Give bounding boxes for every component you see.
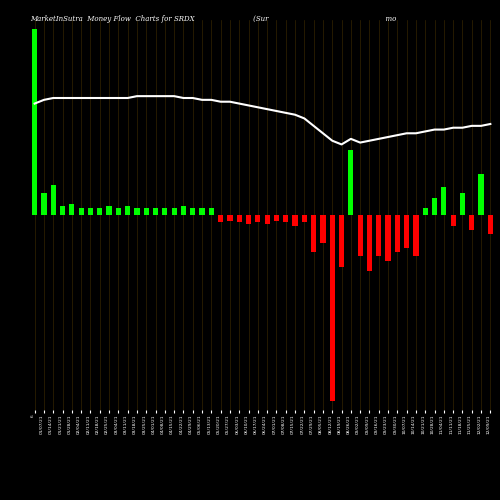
Bar (442, 187, 446, 215)
Bar (50, 186, 56, 215)
Text: MarketInSutra  Money Flow  Charts for SRDX                          (Sur        : MarketInSutra Money Flow Charts for SRDX… (30, 15, 397, 23)
Bar (97, 208, 102, 215)
Bar (283, 215, 288, 222)
Bar (88, 208, 93, 215)
Bar (488, 215, 493, 234)
Bar (200, 208, 204, 215)
Bar (422, 208, 428, 215)
Bar (358, 215, 362, 256)
Bar (153, 208, 158, 215)
Bar (106, 206, 112, 215)
Bar (302, 215, 307, 222)
Bar (246, 215, 251, 224)
Bar (376, 215, 382, 256)
Bar (190, 208, 196, 215)
Bar (42, 192, 46, 215)
Bar (292, 215, 298, 226)
Bar (32, 30, 37, 215)
Bar (181, 206, 186, 215)
Bar (311, 215, 316, 252)
Bar (209, 208, 214, 215)
Bar (125, 206, 130, 215)
Bar (172, 208, 176, 215)
Bar (236, 215, 242, 222)
Bar (339, 215, 344, 267)
Bar (218, 215, 223, 222)
Bar (414, 215, 418, 256)
Bar (432, 198, 437, 215)
Bar (367, 215, 372, 270)
Bar (78, 208, 84, 215)
Bar (395, 215, 400, 252)
Bar (469, 215, 474, 230)
Bar (450, 215, 456, 226)
Bar (70, 204, 74, 215)
Bar (162, 208, 168, 215)
Bar (116, 208, 121, 215)
Bar (274, 215, 279, 220)
Bar (228, 215, 232, 220)
Bar (404, 215, 409, 248)
Bar (478, 174, 484, 215)
Bar (144, 208, 149, 215)
Bar (60, 206, 65, 215)
Bar (386, 215, 390, 262)
Bar (320, 215, 326, 243)
Bar (134, 208, 140, 215)
Bar (348, 150, 354, 215)
Bar (460, 192, 465, 215)
Bar (256, 215, 260, 222)
Bar (330, 215, 335, 400)
Bar (264, 215, 270, 224)
